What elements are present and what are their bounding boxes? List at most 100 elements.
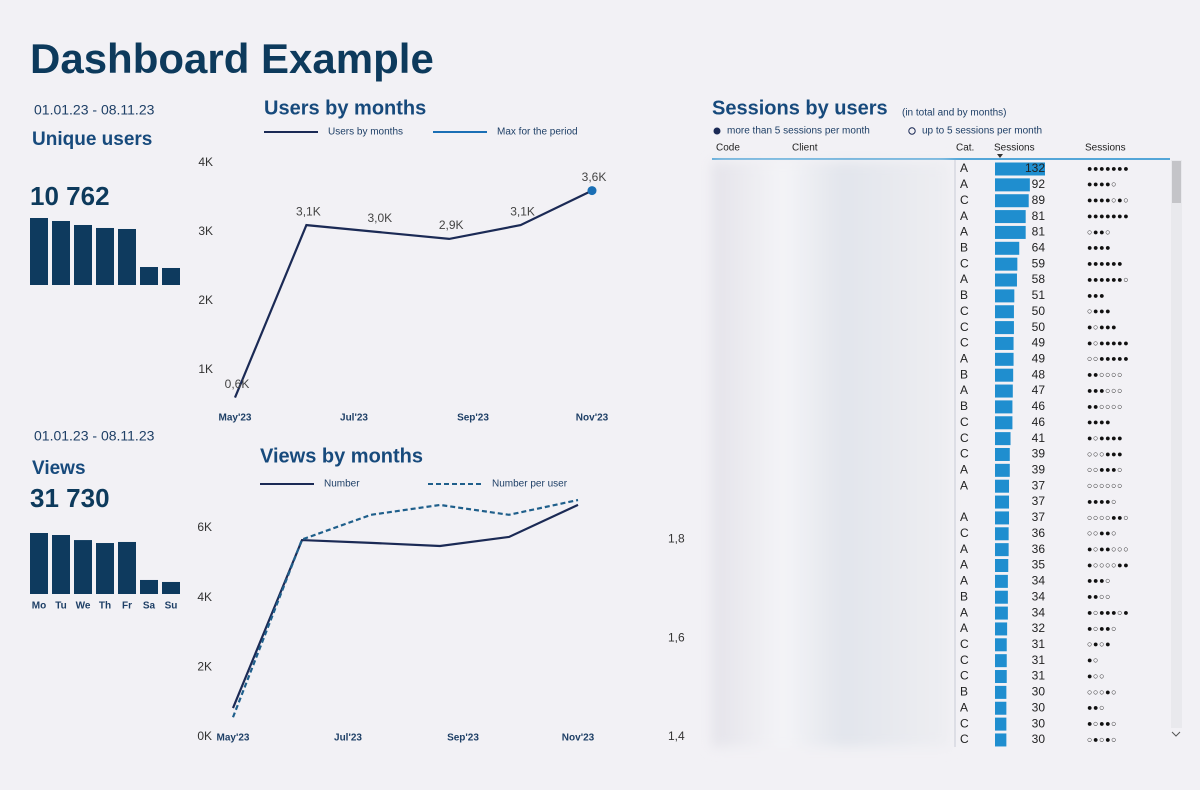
cell-months: ○○○○●●○ bbox=[1087, 512, 1129, 522]
cell-sessions: 50 bbox=[1032, 304, 1046, 318]
cell-months: ●●●●●● bbox=[1087, 259, 1123, 269]
column-header[interactable]: Code bbox=[716, 143, 740, 154]
cell-sessions: 59 bbox=[1032, 256, 1046, 270]
session-bar bbox=[995, 305, 1014, 319]
cell-category: A bbox=[960, 161, 968, 175]
x-tick-label: Nov'23 bbox=[576, 413, 609, 424]
column-header[interactable]: Client bbox=[792, 143, 818, 154]
cell-sessions: 30 bbox=[1032, 716, 1046, 730]
session-bar bbox=[995, 447, 1010, 461]
cell-months: ●●○○○○ bbox=[1087, 370, 1123, 380]
cell-months: ●○●●○ bbox=[1087, 623, 1117, 633]
session-bar bbox=[995, 622, 1008, 636]
cell-months: ●○ bbox=[1087, 655, 1099, 665]
cell-category: C bbox=[960, 431, 969, 445]
session-bar bbox=[995, 178, 1030, 192]
cell-sessions: 30 bbox=[1032, 700, 1046, 714]
cell-months: ○●●● bbox=[1087, 306, 1111, 316]
x-tick-label: We bbox=[76, 601, 91, 612]
cell-category: B bbox=[960, 288, 968, 302]
session-bar bbox=[995, 352, 1014, 366]
cell-category: A bbox=[960, 209, 968, 223]
cell-category: A bbox=[960, 621, 968, 635]
scroll-arrow[interactable] bbox=[1171, 731, 1181, 737]
cell-category: B bbox=[960, 589, 968, 603]
cell-sessions: 49 bbox=[1032, 336, 1046, 350]
cell-category: C bbox=[960, 447, 969, 461]
cell-category: A bbox=[960, 510, 968, 524]
scrollbar-track[interactable] bbox=[1171, 160, 1182, 728]
cell-months: ●○●●●● bbox=[1087, 433, 1123, 443]
session-bar bbox=[995, 162, 1045, 176]
data-label: 3,6K bbox=[582, 170, 607, 184]
legend-label: Max for the period bbox=[497, 127, 578, 138]
cell-months: ●●●●○ bbox=[1087, 496, 1117, 506]
column-header[interactable]: Cat. bbox=[956, 143, 974, 154]
x-tick-label: May'23 bbox=[217, 733, 250, 744]
data-label: 2,9K bbox=[439, 218, 464, 232]
cell-category: B bbox=[960, 367, 968, 381]
cell-months: ●○●●●●● bbox=[1087, 338, 1129, 348]
session-bar bbox=[995, 289, 1015, 303]
cell-months: ●●●● bbox=[1087, 243, 1111, 253]
cell-category: A bbox=[960, 700, 968, 714]
cell-sessions: 58 bbox=[1032, 272, 1046, 286]
cell-category: A bbox=[960, 351, 968, 365]
legend-label: Number bbox=[324, 479, 360, 490]
cell-months: ○○●●●●● bbox=[1087, 354, 1129, 364]
bar bbox=[30, 533, 48, 594]
cell-months: ○○○●●● bbox=[1087, 449, 1123, 459]
cell-months: ●●●●○●○ bbox=[1087, 195, 1129, 205]
x-tick-label: Sep'23 bbox=[457, 413, 489, 424]
x-tick-label: Nov'23 bbox=[562, 733, 595, 744]
cell-sessions: 31 bbox=[1032, 653, 1046, 667]
cell-category: C bbox=[960, 256, 969, 270]
column-header[interactable]: Sessions bbox=[994, 143, 1035, 154]
cell-sessions: 81 bbox=[1032, 209, 1046, 223]
bar bbox=[140, 579, 158, 594]
session-bar bbox=[995, 717, 1007, 731]
session-bar bbox=[995, 463, 1010, 477]
cell-sessions: 31 bbox=[1032, 669, 1046, 683]
session-bar bbox=[995, 733, 1007, 747]
y2-tick-label: 1,8 bbox=[668, 532, 685, 546]
kpi-value: 31 730 bbox=[30, 483, 110, 513]
session-bar bbox=[995, 321, 1014, 335]
session-bar bbox=[995, 701, 1007, 715]
series-line bbox=[231, 503, 579, 709]
cell-sessions: 64 bbox=[1032, 240, 1046, 254]
x-tick-label: Jul'23 bbox=[334, 733, 362, 744]
bar bbox=[162, 581, 180, 594]
cell-sessions: 30 bbox=[1032, 732, 1046, 746]
session-bar bbox=[995, 670, 1007, 684]
x-tick-label: Th bbox=[99, 601, 111, 612]
session-bar bbox=[995, 606, 1008, 620]
cell-category: C bbox=[960, 526, 969, 540]
legend-label: up to 5 sessions per month bbox=[922, 126, 1042, 137]
cell-category: B bbox=[960, 399, 968, 413]
cell-months: ○○●●○ bbox=[1087, 528, 1117, 538]
cell-months: ●○●●○ bbox=[1087, 718, 1117, 728]
bar bbox=[52, 535, 70, 594]
cell-sessions: 34 bbox=[1032, 605, 1046, 619]
legend-label: more than 5 sessions per month bbox=[727, 126, 870, 137]
session-bar bbox=[995, 479, 1010, 493]
column-header[interactable]: Sessions bbox=[1085, 143, 1126, 154]
cell-sessions: 50 bbox=[1032, 320, 1046, 334]
cell-months: ○○●●●○ bbox=[1087, 465, 1123, 475]
cell-category: C bbox=[960, 193, 969, 207]
bar bbox=[162, 267, 180, 285]
session-bar bbox=[995, 574, 1008, 588]
scrollbar-thumb[interactable] bbox=[1172, 161, 1181, 203]
bar bbox=[52, 220, 70, 285]
cell-months: ●●●○ bbox=[1087, 576, 1111, 586]
cell-months: ●○○ bbox=[1087, 671, 1105, 681]
cell-sessions: 49 bbox=[1032, 351, 1046, 365]
cell-months: ○●●○ bbox=[1087, 227, 1111, 237]
bar bbox=[96, 543, 114, 594]
cell-sessions: 36 bbox=[1032, 542, 1046, 556]
cell-category: A bbox=[960, 574, 968, 588]
cell-category: A bbox=[960, 177, 968, 191]
session-bar bbox=[995, 384, 1013, 398]
